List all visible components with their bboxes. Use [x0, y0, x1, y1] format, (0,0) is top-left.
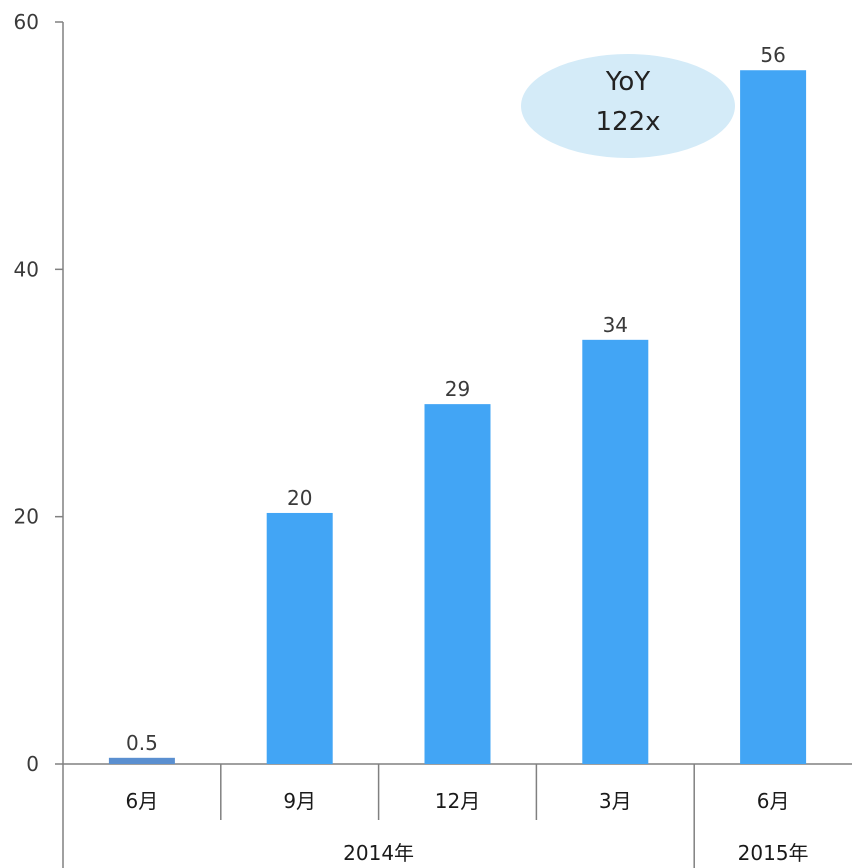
- bar: [424, 404, 491, 764]
- group-label: 2015年: [738, 841, 809, 865]
- value-label: 56: [760, 43, 785, 67]
- category-label: 6月: [757, 789, 790, 813]
- y-tick-label: 20: [14, 505, 39, 529]
- value-label: 34: [603, 313, 628, 337]
- y-tick-label: 60: [14, 10, 39, 34]
- value-label: 20: [287, 486, 312, 510]
- y-tick-label: 0: [26, 752, 39, 776]
- annotation-line1: YoY: [605, 67, 650, 97]
- axes: 0 20 40 60: [14, 10, 852, 868]
- category-label: 9月: [283, 789, 316, 813]
- bar: [740, 70, 807, 765]
- bar: [108, 757, 175, 764]
- category-label: 6月: [126, 789, 159, 813]
- annotation: YoY 122x: [521, 54, 735, 158]
- bar: [266, 512, 333, 764]
- annotation-ellipse: [521, 54, 735, 158]
- y-tick-label: 40: [14, 257, 39, 281]
- annotation-line2: 122x: [595, 107, 660, 137]
- category-label: 3月: [599, 789, 632, 813]
- category-label: 12月: [435, 789, 480, 813]
- group-label: 2014年: [343, 841, 414, 865]
- labels: 0.5 6月 20 9月 29 12月 34 3月 56 6月 2014年 2015年: [126, 43, 809, 865]
- value-label: 0.5: [126, 731, 158, 755]
- bar: [582, 339, 649, 764]
- bars: [108, 70, 807, 765]
- value-label: 29: [445, 377, 470, 401]
